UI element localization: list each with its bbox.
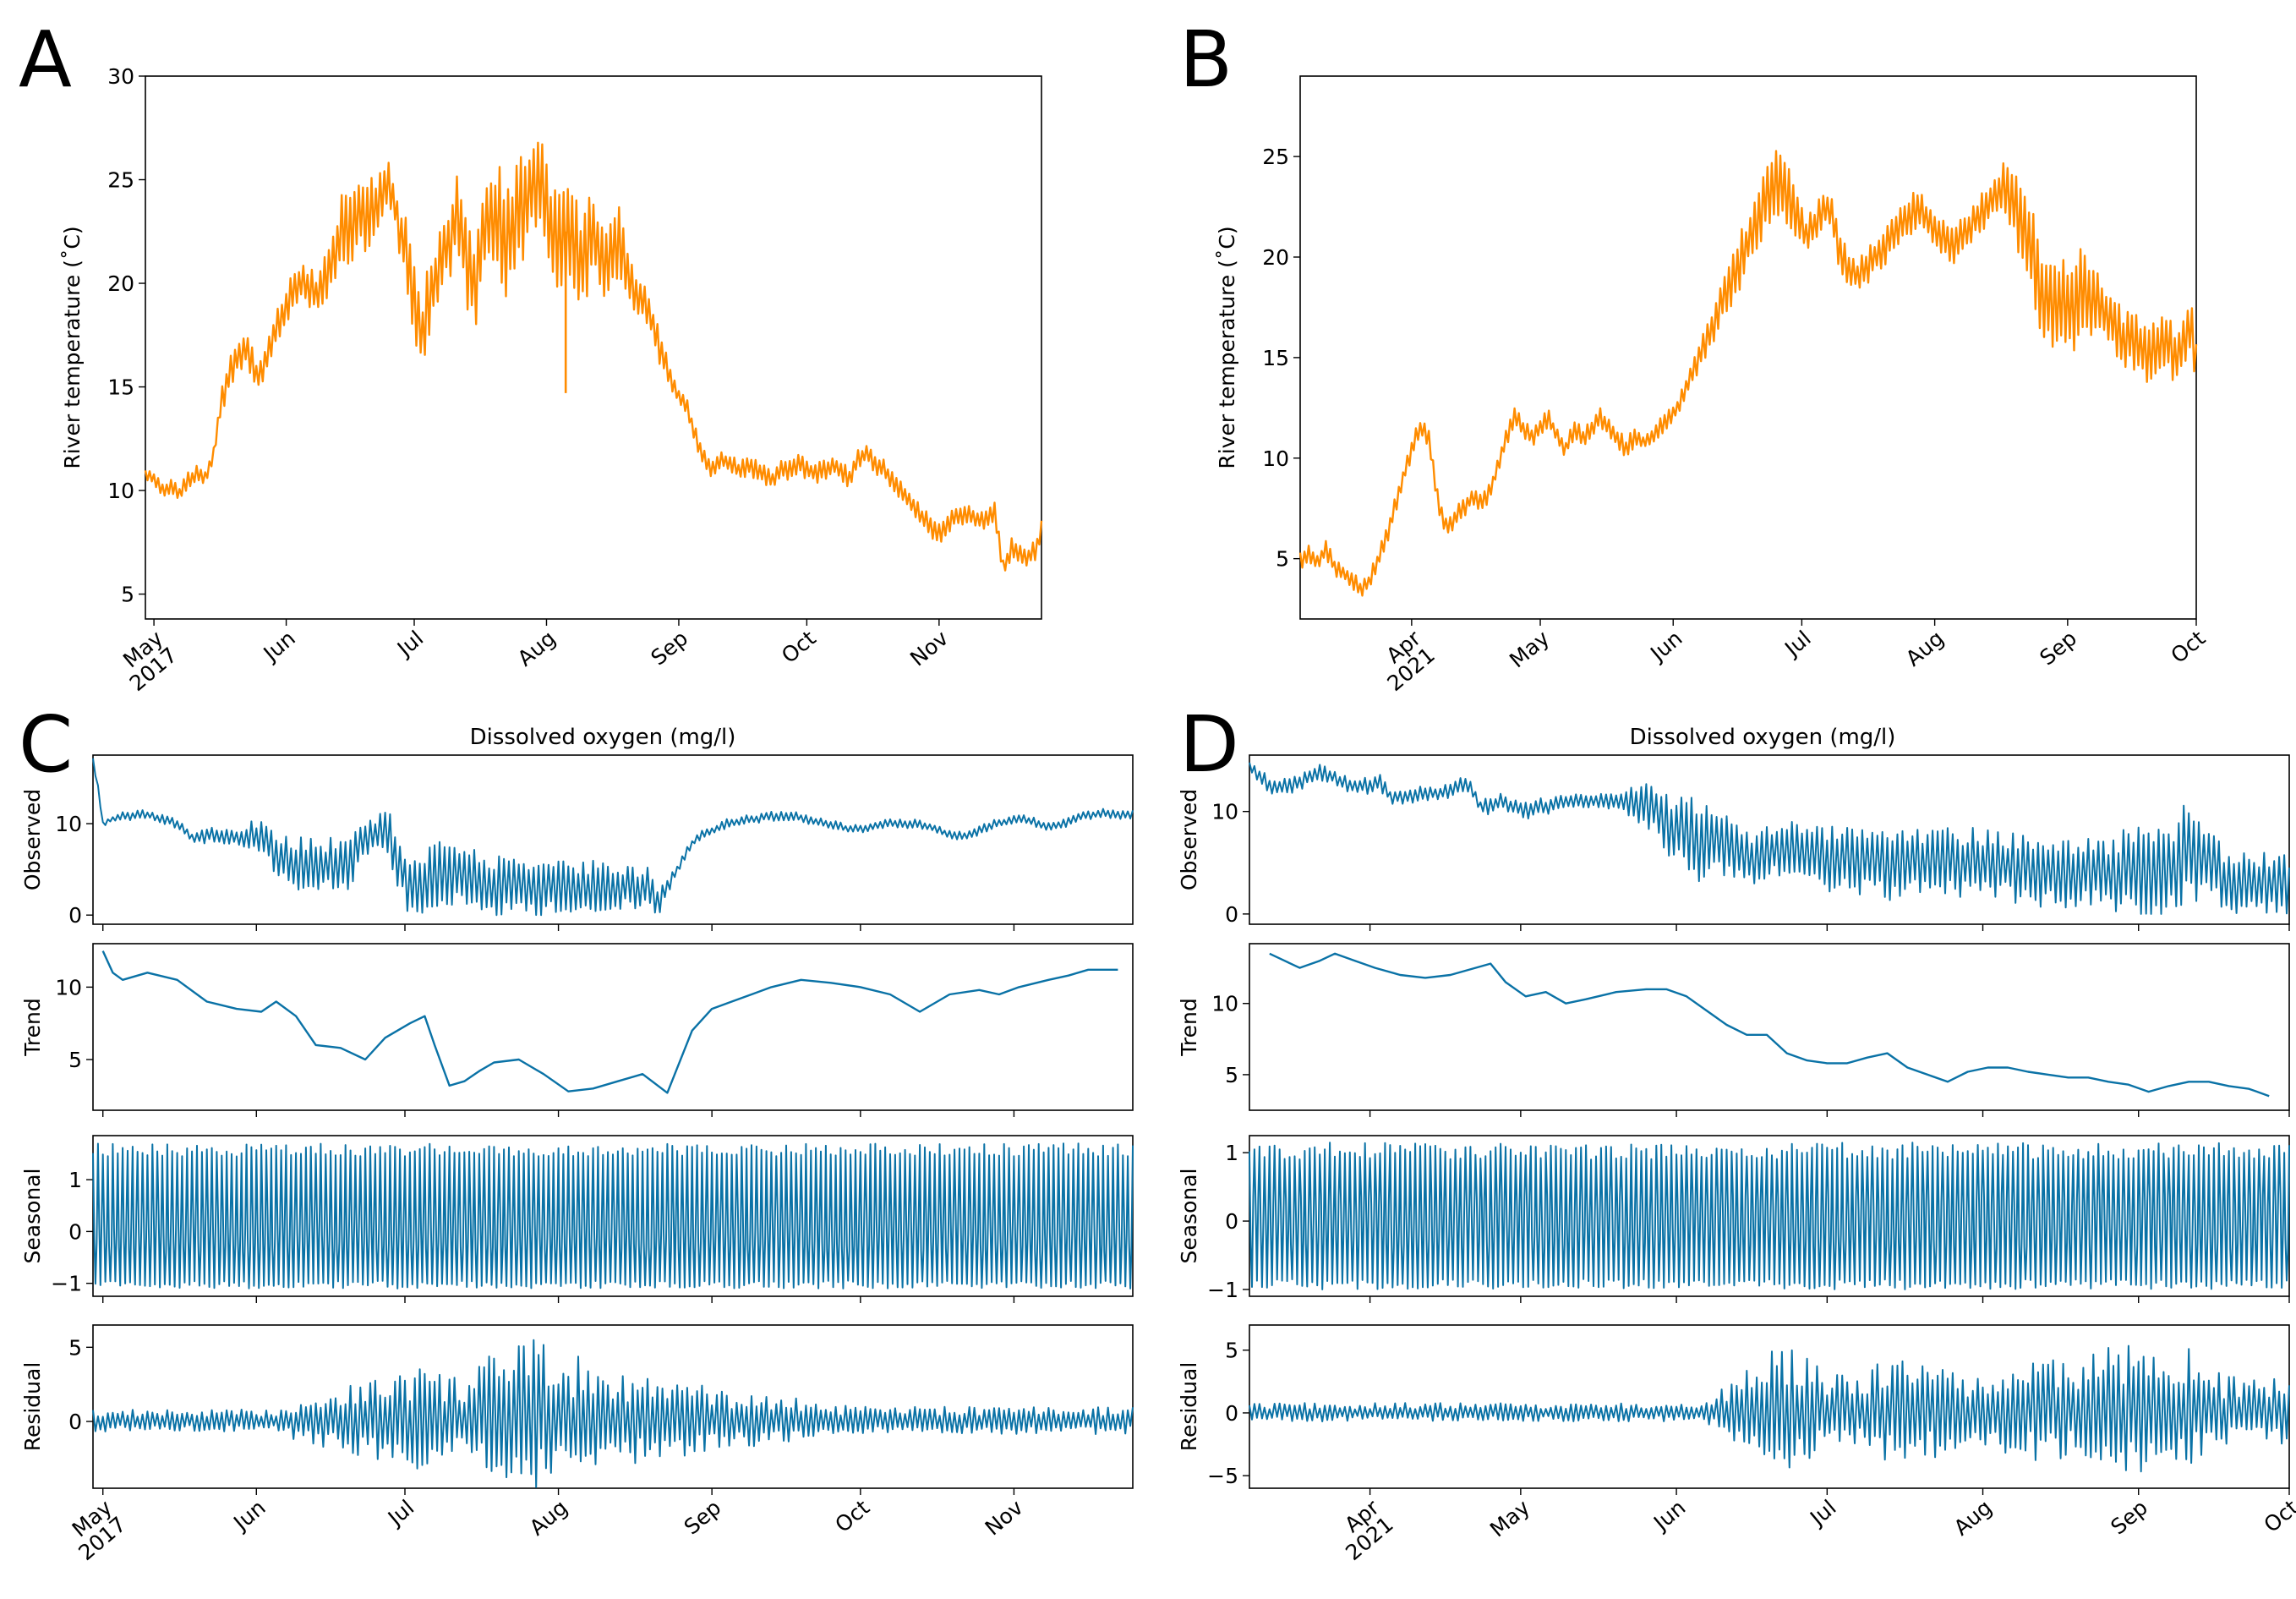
- panel-c-seasonal-ytick-label: 1: [68, 1168, 82, 1192]
- panel-d-observed-ylabel: Observed: [1177, 789, 1201, 890]
- panel-letter-D: D: [1179, 699, 1239, 790]
- panel-c-trend-ytick-label: 5: [68, 1048, 82, 1072]
- panel-c-observed-ytick-label: 10: [55, 812, 82, 836]
- panel-d-seasonal-ytick-label: −1: [1207, 1278, 1238, 1302]
- panel-c-observed-ylabel: Observed: [20, 789, 45, 890]
- panel-a-ytick-label: 5: [121, 583, 134, 607]
- panel-c-observed-frame: [92, 754, 1134, 925]
- panel-b-ylabel: River temperature (˚C): [1215, 226, 1239, 468]
- panel-c-title: Dissolved oxygen (mg/l): [470, 725, 736, 750]
- panel-b-ytick-label: 15: [1262, 346, 1289, 370]
- panel-c-seasonal-frame: [92, 1135, 1134, 1297]
- panel-b-temperature-line: [1298, 150, 2198, 597]
- panel-d-seasonal-ytick-label: 1: [1225, 1141, 1238, 1165]
- panel-c-residual-ytick-label: 5: [68, 1335, 82, 1360]
- panel-c-observed-ytick-label: 0: [68, 903, 82, 928]
- panel-a-ytick-label: 20: [107, 271, 134, 296]
- panel-d-seasonal-ylabel: Seasonal: [1177, 1168, 1201, 1263]
- panel-a-ytick-label: 15: [107, 375, 134, 400]
- panel-d-residual-line: [1249, 1344, 2290, 1473]
- panel-c-trend-ytick-label: 10: [55, 975, 82, 999]
- panel-d-residual-ytick-label: 0: [1225, 1401, 1238, 1426]
- panel-d-observed-frame: [1249, 754, 2290, 925]
- panel-b-ytick-label: 10: [1262, 446, 1289, 471]
- panel-d-residual-ytick-label: −5: [1207, 1464, 1238, 1488]
- panel-d-trend-line: [1269, 952, 2270, 1098]
- panel-b-ytick-label: 20: [1262, 245, 1289, 270]
- panel-c-residual-ytick-label: 0: [68, 1410, 82, 1434]
- panel-a-ytick-label: 10: [107, 479, 134, 503]
- panel-d-observed-ytick-label: 0: [1225, 902, 1238, 927]
- panel-c-residual-line: [92, 1339, 1134, 1488]
- panel-c-seasonal-ylabel: Seasonal: [20, 1168, 45, 1263]
- panel-d-title: Dissolved oxygen (mg/l): [1630, 725, 1896, 750]
- panel-d-observed-line: [1249, 762, 2290, 915]
- panel-c-observed-line: [92, 758, 1134, 917]
- panel-letter-B: B: [1179, 14, 1233, 105]
- panel-c-trend-frame: [92, 943, 1134, 1111]
- panel-b-ytick-label: 25: [1262, 145, 1289, 169]
- panel-c-trend-line: [101, 950, 1118, 1094]
- panel-letter-A: A: [19, 14, 72, 105]
- panel-a-ytick-label: 25: [107, 168, 134, 193]
- panel-d-trend-ytick-label: 10: [1211, 992, 1238, 1016]
- panel-c-residual-frame: [92, 1324, 1134, 1489]
- panel-a-temperature-line: [144, 141, 1043, 572]
- panel-c-seasonal-ytick-label: −1: [51, 1272, 82, 1296]
- panel-a-ylabel: River temperature (˚C): [60, 226, 85, 468]
- panel-a-ytick-label: 30: [107, 64, 134, 89]
- panel-b-ytick-label: 5: [1276, 547, 1289, 572]
- panel-c-trend-ylabel: Trend: [20, 998, 45, 1056]
- panel-d-trend-ylabel: Trend: [1177, 998, 1201, 1056]
- panel-c-residual-ylabel: Residual: [20, 1362, 45, 1452]
- panel-d-residual-ytick-label: 5: [1225, 1339, 1238, 1363]
- panel-d-seasonal-line: [1249, 1142, 2290, 1290]
- panel-d-trend-frame: [1249, 943, 2290, 1111]
- panel-a-frame: [145, 75, 1042, 620]
- panel-c-seasonal-ytick-label: 0: [68, 1219, 82, 1244]
- panel-d-trend-ytick-label: 5: [1225, 1063, 1238, 1087]
- panel-d-observed-ytick-label: 10: [1211, 800, 1238, 824]
- panel-d-seasonal-frame: [1249, 1135, 2290, 1297]
- panel-d-seasonal-ytick-label: 0: [1225, 1209, 1238, 1234]
- panel-c-seasonal-line: [92, 1142, 1134, 1290]
- panel-letter-C: C: [19, 699, 73, 790]
- panel-d-residual-ylabel: Residual: [1177, 1362, 1201, 1452]
